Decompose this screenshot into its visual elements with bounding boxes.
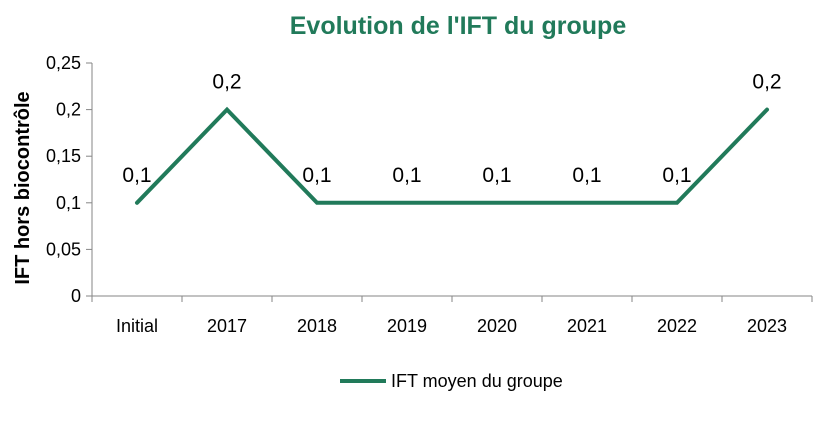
series-line xyxy=(135,106,769,205)
data-label: 0,2 xyxy=(212,71,241,94)
x-tick-labels: Initial 2017 2018 2019 2020 2021 2022 2023 xyxy=(116,316,787,336)
chart-title: Evolution de l'IFT du groupe xyxy=(290,12,627,40)
y-tick-label: 0,1 xyxy=(56,193,81,213)
axes xyxy=(86,62,813,302)
x-tick-label: 2023 xyxy=(747,316,787,336)
data-label: 0,1 xyxy=(392,164,421,187)
x-tick-label: 2021 xyxy=(567,316,607,336)
x-tick-label: 2017 xyxy=(207,316,247,336)
y-tick-label: 0,15 xyxy=(46,146,81,166)
y-tick-label: 0,2 xyxy=(56,100,81,120)
x-tick-label: 2018 xyxy=(297,316,337,336)
data-label: 0,1 xyxy=(662,164,691,187)
y-tick-labels: 0 0,05 0,1 0,15 0,2 0,25 xyxy=(46,53,81,306)
y-axis-label: IFT hors biocontrôle xyxy=(12,91,34,284)
data-label: 0,1 xyxy=(122,164,151,187)
legend-label: IFT moyen du groupe xyxy=(391,371,563,391)
data-label: 0,1 xyxy=(482,164,511,187)
y-tick-label: 0,25 xyxy=(46,53,81,73)
data-label: 0,1 xyxy=(572,164,601,187)
x-tick-label: Initial xyxy=(116,316,158,336)
legend: IFT moyen du groupe xyxy=(340,371,563,391)
series-lines xyxy=(135,106,769,205)
x-tick-label: 2022 xyxy=(657,316,697,336)
data-label: 0,2 xyxy=(752,71,781,94)
x-tick-label: 2020 xyxy=(477,316,517,336)
data-label: 0,1 xyxy=(302,164,331,187)
y-tick-label: 0,05 xyxy=(46,239,81,259)
x-tick-label: 2019 xyxy=(387,316,427,336)
data-labels: 0,1 0,2 0,1 0,1 0,1 0,1 0,1 0,2 xyxy=(122,71,781,187)
y-tick-label: 0 xyxy=(71,286,81,306)
